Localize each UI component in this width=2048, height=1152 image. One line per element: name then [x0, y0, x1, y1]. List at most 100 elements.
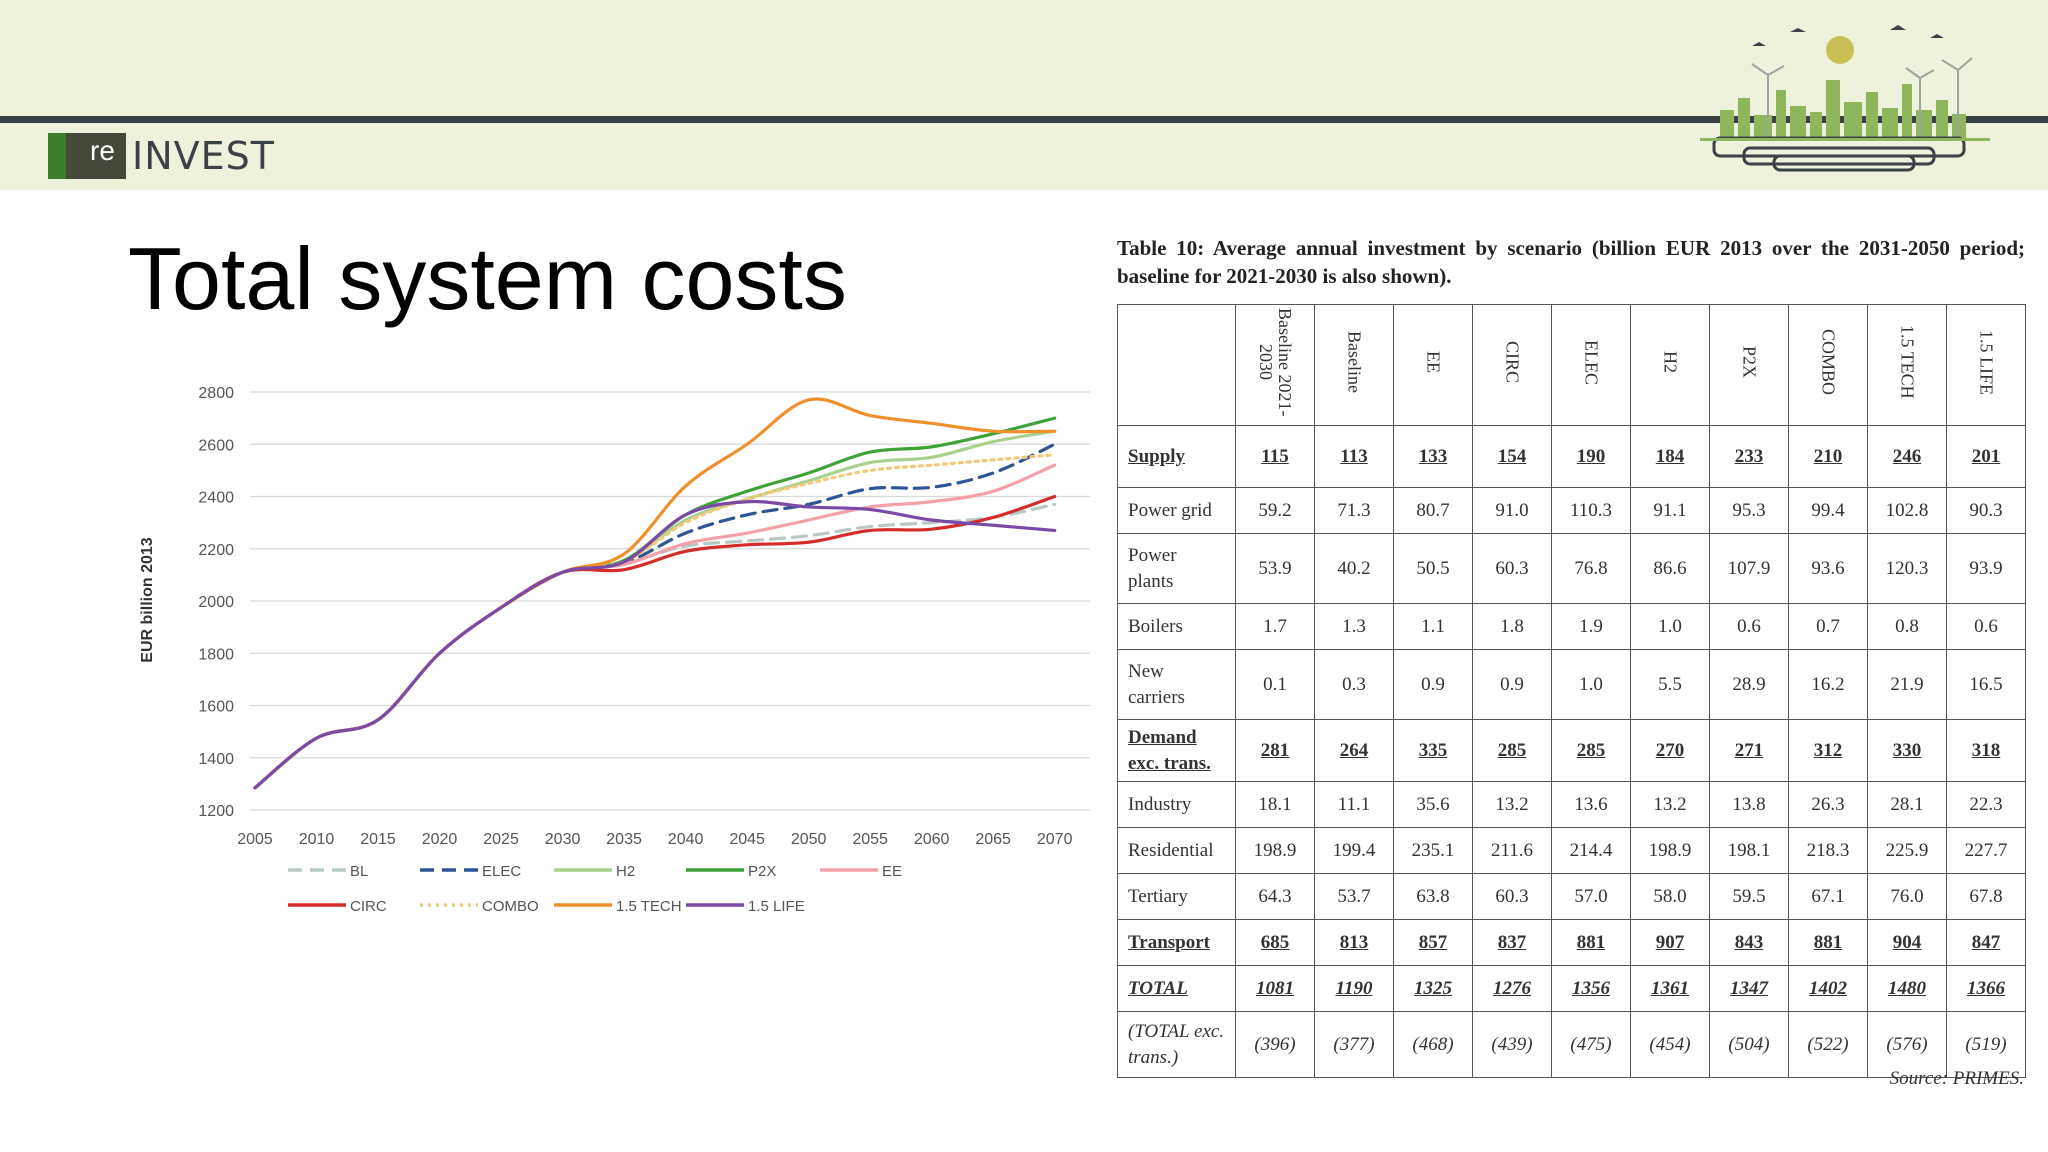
table-cell: 190 [1551, 425, 1631, 488]
table-cell: 0.6 [1709, 603, 1789, 650]
table-cell: 1.3 [1314, 603, 1394, 650]
table-cell: 312 [1788, 719, 1868, 782]
table-cell: 285 [1472, 719, 1552, 782]
table-column-header: COMBO [1788, 304, 1868, 426]
table-corner-cell [1117, 304, 1236, 426]
table-cell: 0.6 [1946, 603, 2026, 650]
table-cell: 133 [1393, 425, 1473, 488]
table-cell: 271 [1709, 719, 1789, 782]
table-cell: 5.5 [1630, 649, 1710, 720]
table-cell: 91.1 [1630, 487, 1710, 534]
column-header-label: EE [1423, 351, 1444, 373]
table-cell: 57.0 [1551, 873, 1631, 920]
table-cell: 91.0 [1472, 487, 1552, 534]
x-tick-label: 2050 [791, 831, 827, 848]
chart-series-lines [253, 397, 1057, 790]
table-cell: 13.2 [1472, 781, 1552, 828]
y-tick-label: 1600 [198, 699, 234, 716]
x-tick-label: 2035 [606, 831, 642, 848]
table-row: Transport 685 813 857 837 881 907 843 881 904 847 [1117, 919, 2026, 966]
legend-label: EE [882, 863, 902, 880]
table-cell: 22.3 [1946, 781, 2026, 828]
table-cell: 13.8 [1709, 781, 1789, 828]
table-cell: 1.8 [1472, 603, 1552, 650]
table-cell: 318 [1946, 719, 2026, 782]
table-row: Industry 18.1 11.1 35.6 13.2 13.6 13.2 13.8 26.3… [1117, 781, 2026, 828]
table-cell: 1.0 [1630, 603, 1710, 650]
table-cell: 0.9 [1393, 649, 1473, 720]
table-cell: 99.4 [1788, 487, 1868, 534]
table-cell: 59.5 [1709, 873, 1789, 920]
table-row: Tertiary 64.3 53.7 63.8 60.3 57.0 58.0 59.5 67.1… [1117, 873, 2026, 920]
table-cell: 270 [1630, 719, 1710, 782]
x-tick-label: 2015 [360, 831, 396, 848]
table-row: Residential 198.9 199.4 235.1 211.6 214.4 198.… [1117, 827, 2026, 874]
series-line-elec [253, 442, 1057, 790]
table-cell: 843 [1709, 919, 1789, 966]
table-cell: 199.4 [1314, 827, 1394, 874]
table-row: Power plants 53.9 40.2 50.5 60.3 76.8 86.6 107.… [1117, 533, 2026, 604]
row-label: New carriers [1117, 649, 1236, 720]
header-band [0, 0, 2048, 190]
table-cell: 0.9 [1472, 649, 1552, 720]
row-label: Tertiary [1117, 873, 1236, 920]
table-cell: 881 [1551, 919, 1631, 966]
table-cell: 11.1 [1314, 781, 1394, 828]
table-column-header: 1.5 TECH [1867, 304, 1947, 426]
column-header-label: Baseline 2021-2030 [1256, 307, 1295, 417]
row-label: Power grid [1117, 487, 1236, 534]
table-cell: 198.9 [1235, 827, 1315, 874]
legend-label: H2 [616, 863, 635, 880]
row-label: (TOTAL exc. trans.) [1117, 1011, 1236, 1078]
x-tick-label: 2025 [483, 831, 519, 848]
y-tick-label: 2800 [198, 385, 234, 402]
table-column-header: 1.5 LIFE [1946, 304, 2026, 426]
table-cell: 53.9 [1235, 533, 1315, 604]
x-axis-ticks: 2005 2010 2015 2020 2025 2030 2035 2040 2045 2050… [237, 831, 1072, 848]
table-cell: 80.7 [1393, 487, 1473, 534]
table-cell: 264 [1314, 719, 1394, 782]
y-tick-label: 2600 [198, 437, 234, 454]
table-cell: 13.2 [1630, 781, 1710, 828]
table-cell: 102.8 [1867, 487, 1947, 534]
table-cell: 1347 [1709, 965, 1789, 1012]
table-cell: 93.6 [1788, 533, 1868, 604]
column-header-label: COMBO [1818, 328, 1839, 395]
series-line-h2 [253, 429, 1057, 790]
x-tick-label: 2045 [729, 831, 765, 848]
table-cell: 76.8 [1551, 533, 1631, 604]
table-cell: 214.4 [1551, 827, 1631, 874]
table-cell: (522) [1788, 1011, 1868, 1078]
table-cell: 50.5 [1393, 533, 1473, 604]
x-tick-label: 2040 [668, 831, 704, 848]
table-column-header: ELEC [1551, 304, 1631, 426]
row-label: Industry [1117, 781, 1236, 828]
x-tick-label: 2070 [1037, 831, 1073, 848]
row-label: Supply [1117, 425, 1236, 488]
table-cell: 90.3 [1946, 487, 2026, 534]
table-cell: 233 [1709, 425, 1789, 488]
column-header-label: 1.5 TECH [1897, 325, 1918, 399]
table-cell: 0.1 [1235, 649, 1315, 720]
table-cell: 1.7 [1235, 603, 1315, 650]
table-column-header: P2X [1709, 304, 1789, 426]
row-label: Boilers [1117, 603, 1236, 650]
table-column-header: Baseline 2021-2030 [1235, 304, 1315, 426]
slide-title: Total system costs [128, 229, 847, 328]
x-tick-label: 2020 [422, 831, 458, 848]
table-cell: 71.3 [1314, 487, 1394, 534]
table-cell: 63.8 [1393, 873, 1473, 920]
table-cell: 198.9 [1630, 827, 1710, 874]
y-axis-label: EUR billion 2013 [139, 537, 156, 662]
table-cell: 227.7 [1946, 827, 2026, 874]
y-tick-label: 2400 [198, 490, 234, 507]
column-header-label: 1.5 LIFE [1976, 329, 1997, 395]
table-cell: 113 [1314, 425, 1394, 488]
table-cell: 907 [1630, 919, 1710, 966]
reinvest-logo: re INVEST [48, 132, 275, 180]
column-header-label: CIRC [1502, 340, 1523, 383]
header-divider [0, 116, 2048, 123]
table-cell: 67.8 [1946, 873, 2026, 920]
table-cell: 59.2 [1235, 487, 1315, 534]
table-cell: 115 [1235, 425, 1315, 488]
